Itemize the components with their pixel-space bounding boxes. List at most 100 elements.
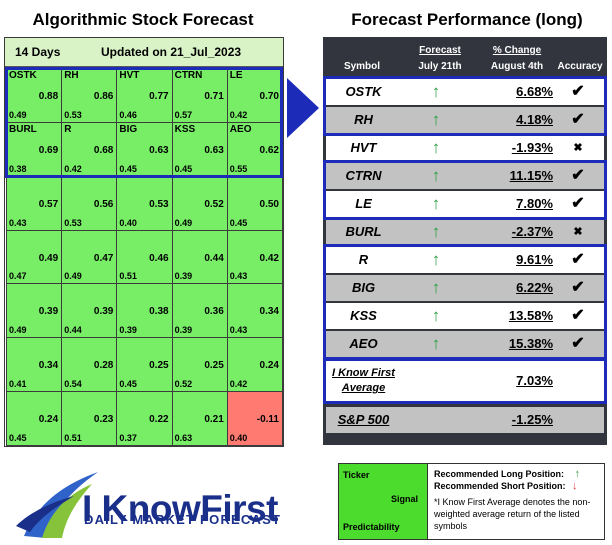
- average-label-line1: I Know First: [332, 367, 395, 379]
- average-highlight: [323, 358, 607, 404]
- row-change: 7.80%: [516, 196, 553, 211]
- checkmark-icon: ✔: [571, 167, 585, 184]
- forecast-cell: OSTK 0.88 0.49: [6, 68, 63, 123]
- cell-predictability: 0.45: [119, 379, 137, 390]
- performance-row: HVT ↑ -1.93% ✖: [326, 135, 604, 161]
- forecast-cell: 0.42 0.43: [226, 229, 283, 285]
- cell-signal: 0.28: [93, 360, 114, 372]
- forecast-cell: 0.57 0.43: [6, 175, 63, 231]
- header-change: % Change: [492, 45, 542, 56]
- cell-symbol: LE: [229, 70, 243, 81]
- cell-symbol: BURL: [9, 123, 37, 135]
- cell-predictability: 0.45: [9, 432, 27, 443]
- cell-symbol: OSTK: [9, 70, 37, 81]
- cell-predictability: 0.41: [9, 379, 27, 390]
- cell-signal: 0.63: [149, 144, 169, 156]
- row-change: 6.68%: [516, 84, 553, 99]
- row-change: -2.37%: [511, 224, 553, 239]
- forecast-grid: OSTK 0.88 0.49 RH 0.86 0.53 HVT 0.77 0.46 CTRN 0.7…: [5, 67, 283, 446]
- performance-row: AEO ↑ 15.38% ✔: [326, 331, 604, 357]
- up-arrow-icon: ↑: [431, 194, 441, 213]
- average-label-line2: Average: [341, 382, 386, 394]
- cell-predictability: 0.43: [9, 217, 27, 228]
- i-know-first-logo: [16, 472, 98, 538]
- forecast-cell: 0.24 0.45: [6, 391, 63, 446]
- cell-predictability: 0.51: [64, 432, 82, 443]
- cell-signal: 0.77: [149, 91, 169, 102]
- cell-predictability: 0.40: [229, 432, 248, 443]
- cell-signal: 0.53: [149, 198, 169, 210]
- forecast-cell: CTRN 0.71 0.57: [171, 68, 228, 123]
- cell-signal: 0.71: [204, 91, 224, 102]
- performance-row: OSTK ↑ 6.68% ✔: [326, 79, 604, 105]
- cell-signal: 0.24: [38, 414, 59, 426]
- forecast-cell: 0.22 0.37: [116, 391, 173, 446]
- cell-signal: 0.21: [204, 414, 224, 426]
- header-forecast: Forecast: [419, 45, 461, 56]
- down-arrow-icon: ↓: [572, 480, 578, 492]
- benchmark-label: S&P 500: [337, 412, 390, 427]
- cell-predictability: 0.63: [174, 432, 193, 443]
- cell-predictability: 0.39: [119, 325, 137, 336]
- cell-predictability: 0.39: [174, 325, 193, 336]
- cell-predictability: 0.40: [119, 217, 137, 228]
- forecast-header: 14 Days Updated on 21_Jul_2023: [5, 38, 283, 67]
- up-arrow-icon: ↑: [431, 278, 441, 297]
- forecast-cell: 0.25 0.45: [116, 337, 173, 393]
- row-symbol: RH: [354, 112, 373, 127]
- legend-predictability: Predictability: [343, 522, 400, 532]
- cell-predictability: 0.43: [229, 325, 248, 336]
- checkmark-icon: ✔: [571, 83, 585, 100]
- cell-signal: 0.22: [149, 414, 169, 426]
- forecast-period: 14 Days: [15, 45, 61, 59]
- cell-predictability: 0.53: [64, 109, 82, 120]
- forecast-cell: 0.50 0.45: [226, 175, 283, 231]
- forecast-cell: 0.39 0.49: [6, 283, 63, 339]
- arrow-right-icon: [287, 78, 319, 138]
- row-symbol: LE: [355, 196, 372, 211]
- logo-subtitle: DAILY MARKET FORECAST: [84, 512, 282, 527]
- up-arrow-icon: ↑: [431, 82, 441, 101]
- row-change: 9.61%: [516, 252, 553, 267]
- cell-signal: 0.88: [38, 91, 59, 102]
- forecast-title: Algorithmic Stock Forecast: [32, 10, 254, 29]
- cell-predictability: 0.53: [64, 217, 82, 228]
- performance-title: Forecast Performance (long): [351, 10, 583, 29]
- benchmark-row: S&P 500 -1.25%: [326, 407, 604, 433]
- average-label: I Know First Average: [326, 366, 401, 396]
- checkmark-icon: ✔: [571, 195, 585, 212]
- forecast-cell: 0.56 0.53: [61, 175, 118, 231]
- cell-predictability: 0.42: [229, 109, 248, 120]
- checkmark-icon: ✔: [571, 111, 585, 128]
- forecast-updated: Updated on 21_Jul_2023: [101, 45, 242, 59]
- cell-predictability: 0.45: [229, 217, 248, 228]
- cell-predictability: 0.43: [229, 271, 248, 282]
- performance-row: R ↑ 9.61% ✔: [326, 247, 604, 273]
- row-change: -1.93%: [511, 140, 553, 155]
- cross-icon: ✖: [573, 142, 583, 154]
- cell-predictability: 0.39: [174, 271, 193, 282]
- cell-signal: 0.49: [38, 252, 59, 264]
- row-change: 11.15%: [509, 168, 553, 183]
- cell-predictability: 0.49: [9, 109, 27, 120]
- consecutive-picks-highlight: [323, 244, 607, 360]
- legend: Ticker Signal Predictability Recommended…: [338, 463, 605, 540]
- cell-signal: 0.50: [259, 198, 279, 210]
- performance-table: Symbol Forecast July 21th % Change Augus…: [323, 37, 607, 445]
- forecast-cell: 0.46 0.51: [116, 229, 173, 285]
- cell-signal: 0.52: [204, 198, 224, 210]
- row-symbol: CTRN: [345, 168, 382, 183]
- cell-predictability: 0.46: [119, 109, 137, 120]
- row-change: 6.22%: [516, 280, 553, 295]
- cell-symbol: R: [64, 123, 72, 135]
- up-arrow-icon: ↑: [431, 138, 441, 157]
- up-arrow-icon: ↑: [431, 334, 441, 353]
- up-arrow-icon: ↑: [431, 222, 441, 241]
- performance-row: BIG ↑ 6.22% ✔: [326, 275, 604, 301]
- cell-signal: 0.34: [38, 360, 59, 372]
- average-row: I Know First Average 7.03%: [326, 361, 604, 401]
- cell-signal: 0.25: [149, 360, 169, 372]
- cell-signal: 0.47: [93, 252, 114, 264]
- legend-swatch: Ticker Signal Predictability: [339, 464, 428, 539]
- cell-signal: 0.56: [93, 198, 114, 210]
